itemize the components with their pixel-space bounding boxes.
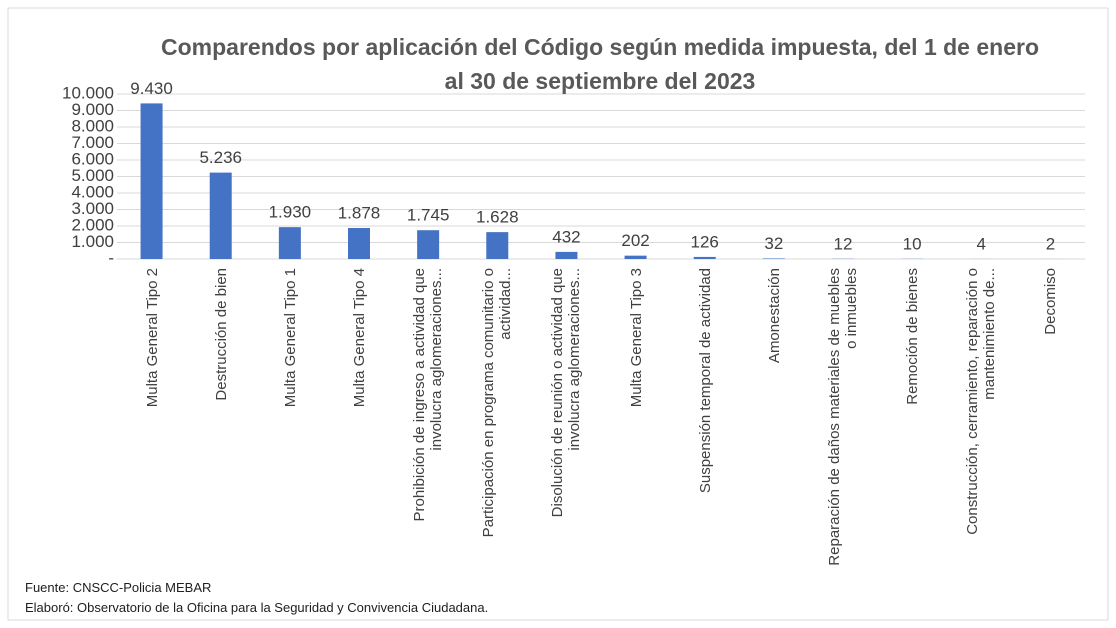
value-label: 5.236 [199, 148, 242, 167]
source-note: Fuente: CNSCC-Policia MEBAR [25, 580, 212, 595]
value-label: 1.745 [407, 206, 450, 225]
bar [762, 258, 785, 259]
x-tick-label: Participación en programa comunitario o … [480, 268, 515, 538]
y-tick-label: 1.000 [71, 232, 114, 251]
value-label: 126 [691, 232, 719, 251]
bar [624, 255, 647, 259]
bar [140, 103, 163, 259]
y-tick-label: 3.000 [71, 199, 114, 218]
frame [7, 7, 1109, 621]
value-label: 202 [621, 231, 649, 250]
x-tick-label: Reparación de daños materiales de mueble… [826, 268, 860, 566]
y-tick-label: 2.000 [71, 215, 114, 234]
x-tick-label: Prohibición de ingreso a actividad que i… [411, 268, 446, 522]
bar [486, 232, 509, 259]
value-label: 10 [903, 234, 922, 253]
value-label: 1.628 [476, 208, 519, 227]
bar [417, 230, 440, 259]
value-label: 9.430 [130, 79, 173, 98]
value-label: 1.930 [269, 203, 312, 222]
x-tick-label: Suspensión temporal de actividad [696, 268, 714, 494]
y-tick-label: 4.000 [71, 182, 114, 201]
y-tick-label: 5.000 [71, 166, 114, 185]
value-label: 4 [977, 234, 986, 253]
y-tick-label: 7.000 [71, 133, 114, 152]
bar [278, 227, 301, 259]
value-label: 12 [834, 234, 853, 253]
x-tick-label: Multa General Tipo 3 [627, 268, 645, 408]
x-tick-label: Amonestación [765, 268, 783, 364]
credit-note: Elaboró: Observatorio de la Oficina para… [25, 600, 489, 615]
x-tick-label: Multa General Tipo 1 [281, 268, 299, 408]
y-tick-label: 8.000 [71, 116, 114, 135]
x-tick-label: Decomiso [1041, 268, 1059, 335]
x-tick-label: Construcción, cerramiento, reparación o … [964, 268, 999, 535]
value-label: 1.878 [338, 203, 381, 222]
chart-title: Comparendos por aplicación del Código se… [161, 34, 1039, 94]
y-tick-label: 6.000 [71, 149, 114, 168]
x-tick-label: Multa General Tipo 2 [143, 268, 161, 408]
bar [209, 172, 232, 259]
x-tick-label: Destrucción de bien [212, 268, 230, 401]
y-tick-label: 10.000 [62, 83, 114, 102]
x-tick-label: Multa General Tipo 4 [350, 268, 368, 408]
bar [693, 256, 716, 259]
value-label: 32 [764, 234, 783, 253]
value-label: 2 [1046, 234, 1055, 253]
y-tick-label: 9.000 [71, 100, 114, 119]
y-tick-label: - [108, 248, 114, 267]
bar [348, 228, 370, 259]
x-tick-label: Remoción de bienes [903, 268, 921, 405]
value-label: 432 [552, 227, 580, 246]
bar [555, 251, 578, 259]
x-tick-label: Disolución de reunión o actividad que in… [549, 268, 584, 518]
